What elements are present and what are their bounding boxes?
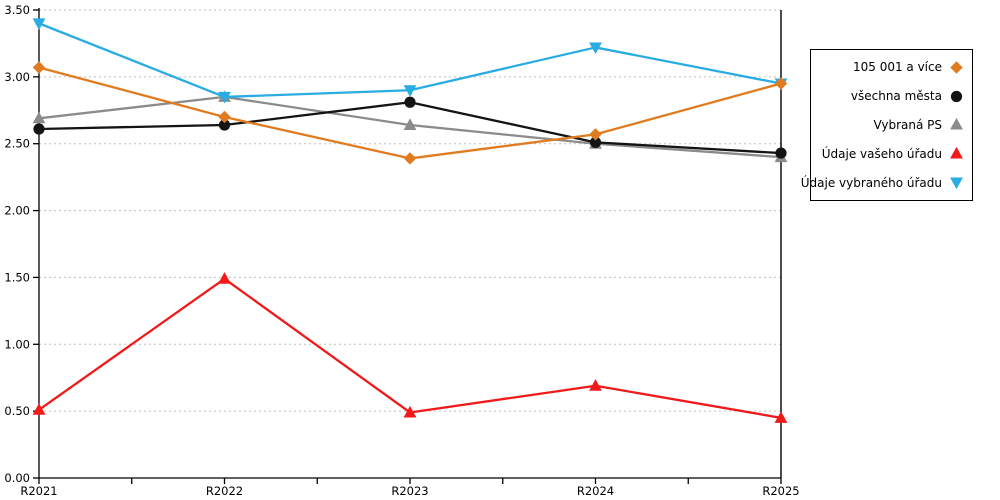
series-4	[32, 272, 788, 423]
triangle-down-legend-marker-icon	[950, 177, 963, 190]
triangle-up-legend-marker-icon	[950, 147, 963, 159]
data-point-diamond	[403, 152, 417, 165]
gridlines	[39, 9, 781, 412]
data-point-triangle-up	[950, 118, 963, 130]
y-tick-label: 0.50	[4, 404, 30, 418]
data-point-circle	[33, 123, 45, 135]
data-point-triangle-up	[589, 379, 602, 391]
y-tick-label: 3.50	[4, 3, 30, 17]
legend-item-label: Vybraná PS	[873, 117, 942, 132]
data-point-triangle-up	[32, 403, 46, 415]
legend-item: Údaje vybraného úřadu	[801, 168, 964, 197]
diamond-legend-marker-icon	[950, 61, 963, 74]
data-point-circle	[404, 96, 416, 108]
x-tick-label: R2023	[391, 484, 428, 498]
data-point-triangle-down	[218, 91, 231, 104]
data-point-circle	[218, 119, 231, 131]
y-tick-label: 1.00	[4, 337, 30, 351]
series-5	[32, 18, 788, 104]
data-point-triangle-down	[32, 18, 46, 30]
series-2	[33, 96, 787, 159]
legend-item: všechna města	[811, 82, 964, 111]
y-axis-ticks: 0.00 0.50 1.00 1.50 2.00 2.50 3.00 3.50	[4, 3, 39, 485]
data-point-triangle-up	[32, 111, 46, 124]
series-line	[37, 66, 783, 160]
x-tick-label: R2021	[20, 484, 57, 498]
data-point-diamond	[589, 128, 602, 141]
legend-item: Vybraná PS	[811, 111, 964, 140]
x-axis-ticks: R2021 R2022 R2023 R2024 R2025	[20, 478, 800, 498]
legend-item: Údaje vašeho úřadu	[811, 139, 964, 168]
data-point-circle	[775, 147, 787, 159]
data-point-diamond	[218, 110, 231, 124]
x-tick-label: R2022	[206, 484, 243, 498]
y-tick-label: 2.00	[4, 204, 30, 218]
legend-item-label: 105 001 a více	[852, 60, 942, 75]
legend-item-label: všechna města	[850, 89, 942, 104]
y-tick-label: 0.00	[4, 471, 30, 485]
data-point-triangle-down	[950, 177, 963, 190]
data-point-triangle-down	[403, 85, 417, 97]
series-line	[37, 277, 783, 419]
data-point-diamond	[950, 61, 963, 74]
chart-legend: 105 001 a více všechna města Vybraná PS Úda…	[801, 49, 973, 201]
y-tick-label: 3.00	[4, 70, 30, 84]
data-point-triangle-up	[774, 411, 788, 423]
data-point-triangle-down	[589, 42, 602, 55]
data-point-diamond	[32, 61, 46, 74]
data-point-circle	[589, 136, 602, 148]
y-tick-label: 1.50	[4, 270, 30, 284]
data-point-diamond	[774, 77, 788, 90]
legend-item-label: Údaje vašeho úřadu	[821, 146, 942, 161]
x-tick-label: R2024	[577, 484, 614, 498]
x-tick-label: R2025	[762, 484, 799, 498]
data-point-triangle-up	[403, 118, 417, 130]
series-3	[32, 90, 788, 163]
legend-item-label: Údaje vybraného úřadu	[800, 175, 942, 190]
legend-item: 105 001 a více	[811, 53, 964, 82]
data-point-triangle-up	[218, 272, 231, 284]
y-tick-label: 2.50	[4, 137, 30, 151]
data-point-triangle-up	[950, 147, 963, 159]
circle-legend-marker-icon	[950, 90, 963, 102]
series-1	[32, 61, 788, 165]
triangle-up-legend-marker-icon	[950, 118, 963, 130]
data-point-circle	[950, 90, 963, 102]
data-point-triangle-up	[403, 405, 417, 418]
